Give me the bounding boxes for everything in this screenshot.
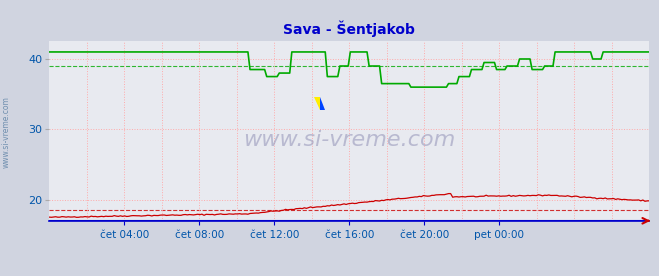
Polygon shape [320,97,326,110]
Polygon shape [314,97,320,110]
Text: www.si-vreme.com: www.si-vreme.com [243,130,455,150]
Text: www.si-vreme.com: www.si-vreme.com [2,97,11,168]
Title: Sava - Šentjakob: Sava - Šentjakob [283,21,415,38]
